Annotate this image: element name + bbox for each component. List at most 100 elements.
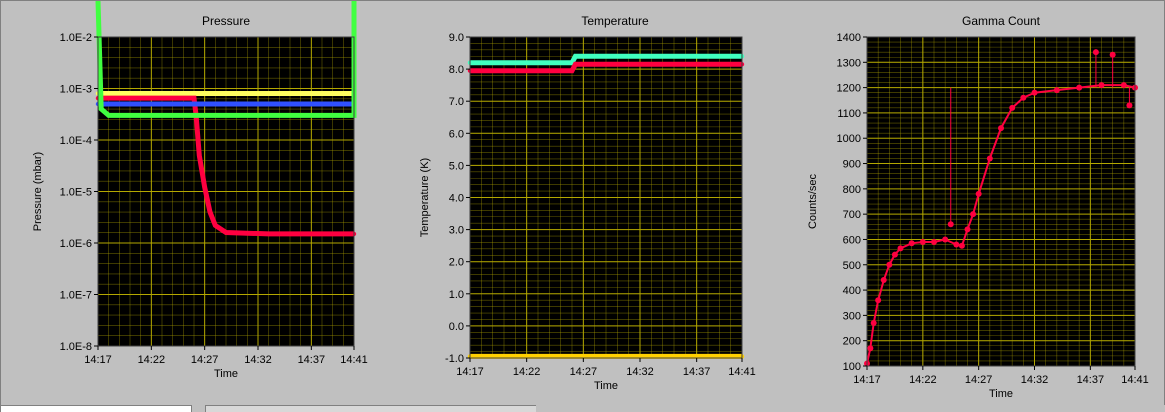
chart-title: Temperature (581, 14, 649, 28)
data-point (573, 54, 578, 59)
x-tick-label: 14:37 (298, 354, 326, 366)
chart-0: Pressure 1.0E-8 1.0E-7 1.0E-6 1.0E-5 1.0E-4 1.… (32, 1, 368, 380)
data-point (573, 62, 578, 67)
data-point (953, 241, 960, 248)
x-tick-label: 14:27 (191, 354, 219, 366)
y-tick-label: 0.0 (449, 321, 464, 333)
data-point (569, 68, 575, 73)
data-point (880, 276, 887, 283)
x-tick-label: 14:41 (728, 366, 756, 378)
bottom-field[interactable] (205, 405, 536, 412)
x-axis-label: Time (594, 380, 618, 392)
data-point (931, 238, 937, 245)
y-tick-label: 900 (843, 159, 861, 171)
y-tick-label: 1.0E-2 (60, 32, 92, 44)
series-line-red (470, 61, 742, 74)
x-tick-label: 14:27 (570, 366, 598, 378)
data-point (99, 106, 104, 112)
x-tick-label: 14:37 (1077, 374, 1105, 386)
y-tick-label: 1.0E-7 (60, 290, 92, 302)
y-tick-label: 1.0E-8 (60, 341, 92, 353)
y-tick-label: 4.0 (449, 193, 464, 205)
data-point (351, 1, 357, 4)
y-tick-label: 1.0E-3 (60, 84, 92, 96)
y-tick-label: 600 (843, 234, 861, 246)
x-tick-label: 14:17 (456, 366, 484, 378)
y-tick-label: 8.0 (449, 64, 464, 76)
data-point (998, 125, 1004, 132)
series-line-cyan (470, 53, 742, 66)
x-tick-label: 14:41 (1121, 374, 1149, 386)
y-tick-label: 9.0 (449, 32, 464, 44)
y-tick-label: 500 (843, 260, 861, 272)
data-point (266, 231, 271, 237)
data-point (986, 155, 993, 162)
y-axis-label: Counts/sec (807, 173, 819, 229)
data-point (870, 319, 877, 326)
y-tick-label: 1400 (837, 32, 861, 44)
series-line-red (98, 95, 354, 237)
data-point (202, 185, 207, 190)
x-axis-label: Time (989, 388, 1013, 400)
bottom-strip (0, 405, 1165, 412)
data-point (942, 236, 949, 243)
data-point (897, 245, 904, 252)
data-point (95, 1, 101, 4)
chart-title: Pressure (202, 14, 250, 28)
data-point (207, 209, 213, 215)
data-point (891, 251, 898, 258)
y-tick-label: 1.0E-5 (60, 187, 92, 199)
data-point (1053, 87, 1060, 94)
data-point (875, 297, 882, 304)
data-point (1020, 94, 1027, 101)
x-axis-label: Time (214, 368, 238, 380)
x-tick-label: 14:32 (1021, 374, 1049, 386)
y-tick-label: 6.0 (449, 128, 464, 140)
y-tick-label: -1.0 (445, 353, 464, 365)
data-point (970, 211, 977, 218)
chart-2: Gamma Count 100 200 300 400 500 600 700 800 900 10… (807, 14, 1149, 400)
y-tick-label: 800 (843, 184, 861, 196)
data-point (106, 113, 111, 118)
x-tick-label: 14:32 (244, 354, 272, 366)
data-point (197, 153, 202, 158)
x-tick-label: 14:22 (909, 374, 937, 386)
data-point (1031, 89, 1038, 96)
y-tick-label: 200 (843, 336, 861, 348)
y-tick-label: 3.0 (449, 225, 464, 237)
x-tick-label: 14:32 (626, 366, 654, 378)
y-tick-label: 400 (843, 285, 861, 297)
y-tick-label: 5.0 (449, 160, 464, 172)
data-point (964, 226, 971, 233)
y-tick-label: 1300 (837, 57, 861, 69)
data-point (1098, 82, 1105, 89)
chart-1: Temperature -1.0 0.0 1.0 2.0 3.0 4.0 5.0 6.0 7.0 8… (419, 14, 756, 392)
y-tick-label: 1100 (837, 108, 861, 120)
y-tick-label: 7.0 (449, 96, 464, 108)
data-point (1076, 84, 1083, 91)
y-tick-label: 700 (843, 209, 861, 221)
y-tick-label: 1000 (837, 133, 861, 145)
chart-title: Gamma Count (962, 14, 1041, 28)
x-tick-label: 14:17 (853, 374, 881, 386)
y-axis-label: Pressure (mbar) (32, 152, 44, 231)
y-tick-label: 1.0E-4 (60, 135, 92, 147)
data-point (191, 95, 197, 101)
x-tick-label: 14:22 (513, 366, 541, 378)
bottom-tab[interactable] (0, 405, 192, 412)
data-point (975, 190, 982, 197)
data-point (223, 230, 229, 235)
data-point (908, 240, 915, 247)
y-axis-label: Temperature (K) (419, 158, 431, 237)
data-point (1120, 82, 1127, 89)
y-tick-label: 1.0 (449, 289, 464, 301)
x-tick-label: 14:17 (84, 354, 112, 366)
y-tick-label: 2.0 (449, 257, 464, 269)
plot-border (866, 36, 1136, 367)
y-tick-label: 100 (843, 361, 861, 373)
x-tick-label: 14:27 (965, 374, 993, 386)
y-tick-label: 300 (843, 310, 861, 322)
data-point (958, 242, 965, 249)
